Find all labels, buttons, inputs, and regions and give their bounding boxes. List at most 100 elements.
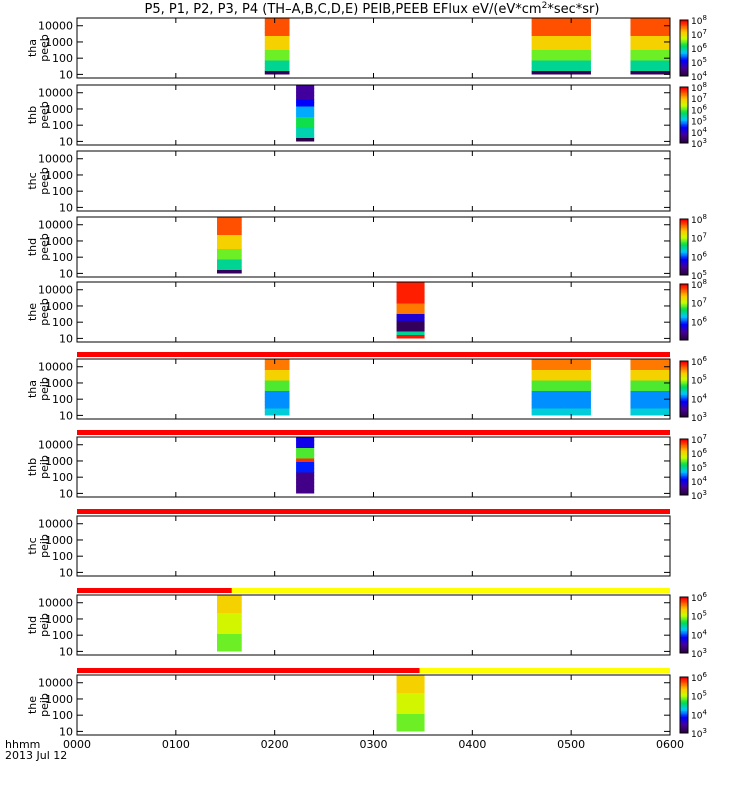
spectrogram-bin <box>630 362 670 367</box>
spectrogram-bin <box>296 472 315 476</box>
colorbar-label: 107 <box>691 28 707 41</box>
spectrogram-bin <box>217 259 242 263</box>
colorbar-swatch <box>680 464 688 467</box>
colorbar-swatch <box>680 131 688 134</box>
y-tick-label: 10000 <box>38 361 73 374</box>
colorbar-swatch <box>680 223 688 226</box>
spectrogram-bin <box>396 720 425 725</box>
colorbar-swatch <box>680 475 688 478</box>
colorbar-swatch <box>680 310 688 313</box>
colorbar-label: 105 <box>691 610 707 623</box>
colorbar-swatch <box>680 115 688 117</box>
colorbar-swatch <box>680 269 688 272</box>
x-tick-label: 0000 <box>63 738 91 751</box>
spectrogram-bin <box>531 394 591 398</box>
y-tick-label: 10000 <box>38 597 73 610</box>
colorbar-swatch <box>680 71 688 74</box>
colorbar-swatch <box>680 625 688 627</box>
colorbar-swatch <box>680 91 688 94</box>
colorbar-swatch <box>680 407 688 410</box>
colorbar-swatch <box>680 629 688 632</box>
colorbar-label: 103 <box>691 489 707 502</box>
y-tick-label: 10000 <box>38 439 73 452</box>
spectrogram-bin <box>296 468 315 473</box>
colorbar-swatch <box>680 314 688 317</box>
spectrogram-bin <box>396 296 425 300</box>
colorbar-swatch <box>680 370 688 373</box>
colorbar-swatch <box>680 312 688 314</box>
colorbar-swatch <box>680 324 688 327</box>
colorbar-label: 107 <box>691 433 707 446</box>
colorbar-swatch <box>680 245 688 248</box>
spectrogram-bin <box>217 227 242 232</box>
product-label: peib <box>38 534 51 558</box>
status-bar-segment <box>77 352 670 357</box>
colorbar-swatch <box>680 604 688 606</box>
panel-label: thapeeb <box>26 34 51 62</box>
colorbar-label: 105 <box>691 690 707 703</box>
spectrogram-bin <box>396 313 425 318</box>
colorbar-swatch <box>680 612 688 615</box>
spectrogram-bin <box>630 56 670 61</box>
colorbar-swatch <box>680 133 688 136</box>
status-bar-segment <box>231 588 671 593</box>
colorbar-swatch <box>680 272 688 275</box>
y-tick-label: 10000 <box>38 518 73 531</box>
spectrogram-bin <box>217 612 242 617</box>
spectrogram-bin <box>296 465 315 469</box>
spectrogram-bin <box>531 18 591 22</box>
colorbar-swatch <box>680 728 688 731</box>
panel-the-peib: 10 100 1000 10000 thepeib 106 105 104 103 <box>26 668 707 740</box>
colorbar-swatch <box>680 620 688 623</box>
colorbar-swatch <box>680 626 688 629</box>
spectrogram-bin <box>396 292 425 297</box>
colorbar-swatch <box>680 126 688 129</box>
product-label: peib <box>38 377 51 401</box>
colorbar-swatch <box>680 299 688 302</box>
colorbar-swatch <box>680 333 688 335</box>
spectrogram-bin <box>396 327 425 332</box>
spectrogram-bin <box>531 380 591 384</box>
colorbar-swatch <box>680 87 688 89</box>
spectrogram-bin <box>264 25 290 29</box>
colorbar-swatch <box>680 220 688 223</box>
spectrogram-bin <box>217 220 242 225</box>
colorbar-swatch <box>680 59 688 62</box>
colorbar-swatch <box>680 601 688 604</box>
panel-frame <box>76 216 671 278</box>
colorbar-swatch <box>680 468 688 471</box>
y-tick-label: 10 <box>59 487 73 500</box>
colorbar-swatch <box>680 387 688 390</box>
colorbar-label: 103 <box>691 137 707 150</box>
colorbar-swatch <box>680 101 688 103</box>
colorbar-swatch <box>680 119 688 122</box>
spectrogram-bin <box>531 25 591 29</box>
colorbar-swatch <box>680 386 688 389</box>
spectrogram-bin <box>630 387 670 391</box>
spectrogram-bin <box>217 224 242 228</box>
colorbar-swatch <box>680 88 688 91</box>
spectrogram-bin <box>396 285 425 290</box>
colorbar-swatch <box>680 32 688 35</box>
spectrogram-bin <box>296 113 315 117</box>
colorbar-swatch <box>680 43 688 46</box>
colorbar-swatch <box>680 396 688 398</box>
colorbar-swatch <box>680 696 688 699</box>
colorbar-swatch <box>680 486 688 489</box>
colorbar-swatch <box>680 703 688 706</box>
spectrogram-bin <box>630 67 670 71</box>
spectrogram-bin <box>396 317 425 321</box>
colorbar-swatch <box>680 303 688 306</box>
colorbar-swatch <box>680 289 688 292</box>
colorbar-label: 106 <box>691 42 707 55</box>
probe-label: thd <box>26 616 39 634</box>
colorbar-swatch <box>680 319 688 321</box>
spectrogram-bin <box>630 46 670 50</box>
spectrogram-bin <box>296 475 315 480</box>
colorbar-frame <box>679 283 689 341</box>
colorbar-swatch <box>680 293 688 296</box>
colorbar-label: 106 <box>691 447 707 460</box>
colorbar-swatch <box>680 403 688 405</box>
status-bar-segment <box>419 668 670 673</box>
